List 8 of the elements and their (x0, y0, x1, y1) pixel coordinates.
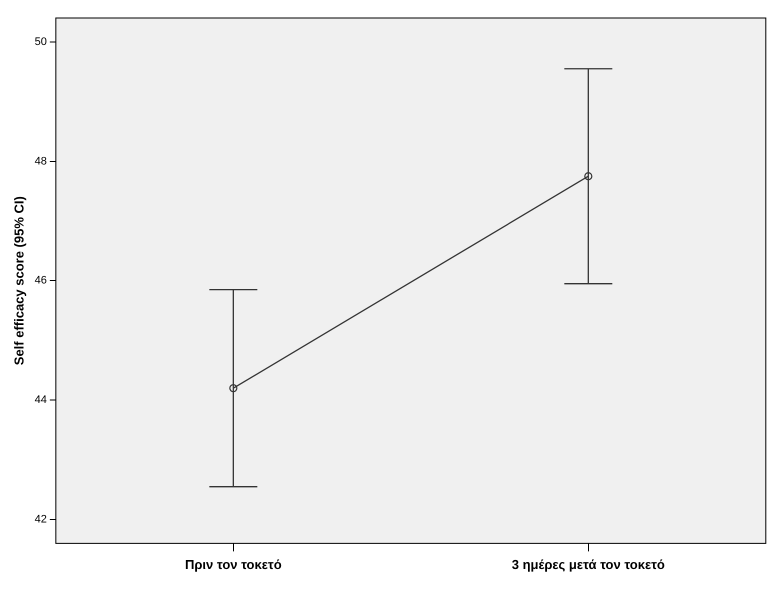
y-axis-title: Self efficacy score (95% CI) (11, 196, 26, 366)
x-tick-label: Πριν τον τοκετό (185, 556, 282, 572)
y-tick-label: 48 (34, 155, 47, 168)
y-tick-label: 44 (34, 394, 47, 406)
y-tick-label: 46 (34, 274, 47, 287)
y-tick-label: 50 (34, 36, 47, 48)
y-tick-label: 42 (34, 514, 47, 526)
x-tick-label: 3 ημέρες μετά τον τοκετό (512, 556, 665, 572)
